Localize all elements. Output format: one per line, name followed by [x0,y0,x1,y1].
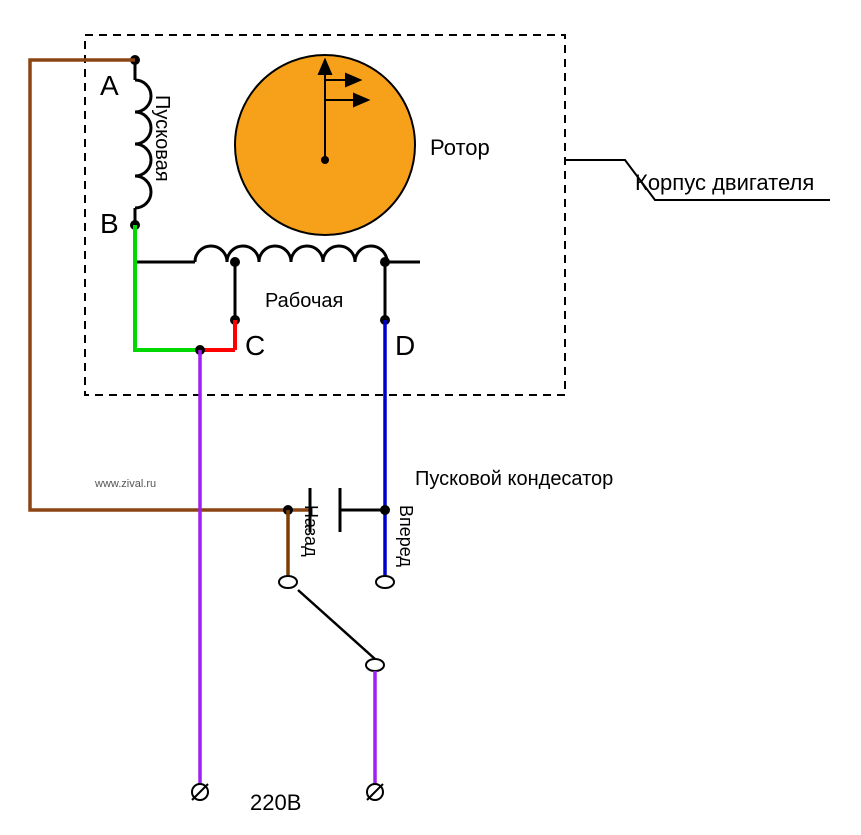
label-forward: Вперед [395,505,416,567]
label-url: www.zival.ru [95,478,156,490]
label-voltage: 220В [250,790,301,816]
label-D: D [395,330,415,362]
cap-right-node [380,505,390,515]
label-C: C [245,330,265,362]
wire-B-green [135,225,200,350]
label-start-capacitor: Пусковой кондесатор [415,468,613,491]
diagram-canvas: A B C D Ротор Корпус двигателя Пусковая … [0,0,861,835]
schematic-svg [0,0,861,835]
label-backward: Назад [300,505,321,557]
switch-arm [298,590,375,659]
label-B: B [100,208,119,240]
label-motor-case: Корпус двигателя [635,170,814,196]
label-rotor: Ротор [430,135,490,161]
capacitor [310,488,385,532]
label-A: A [100,70,119,102]
label-run-winding: Рабочая [265,290,343,313]
start-winding [135,60,151,225]
label-start-winding: Пусковая [150,95,173,182]
